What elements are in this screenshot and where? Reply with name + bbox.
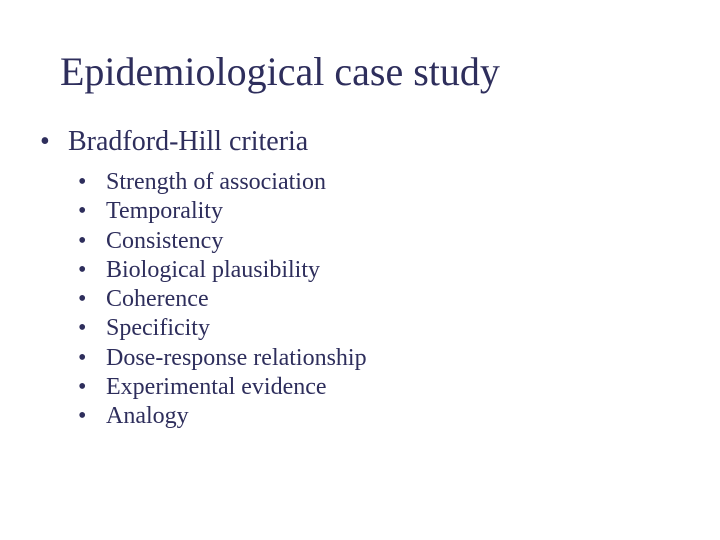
list-item-text: Analogy	[106, 403, 189, 429]
level2-list: •Strength of association •Temporality •C…	[78, 168, 367, 431]
list-item: •Specificity	[78, 314, 367, 343]
slide: Epidemiological case study •Bradford-Hil…	[0, 0, 720, 540]
list-item: •Consistency	[78, 227, 367, 256]
bullet-icon: •	[78, 402, 106, 431]
list-item: •Biological plausibility	[78, 256, 367, 285]
bullet-icon: •	[78, 256, 106, 285]
slide-title: Epidemiological case study	[60, 48, 500, 95]
bullet-icon: •	[78, 285, 106, 314]
list-item-text: Temporality	[106, 198, 223, 224]
bullet-icon: •	[40, 126, 68, 158]
level1-text: Bradford-Hill criteria	[68, 126, 308, 157]
bullet-icon: •	[78, 227, 106, 256]
list-item-text: Dose-response relationship	[106, 345, 367, 371]
bullet-icon: •	[78, 314, 106, 343]
bullet-icon: •	[78, 344, 106, 373]
bullet-icon: •	[78, 197, 106, 226]
list-item-text: Strength of association	[106, 169, 326, 195]
level1-item: •Bradford-Hill criteria	[40, 126, 308, 158]
list-item: •Dose-response relationship	[78, 344, 367, 373]
list-item-text: Consistency	[106, 228, 223, 254]
bullet-icon: •	[78, 373, 106, 402]
list-item: •Temporality	[78, 197, 367, 226]
list-item-text: Biological plausibility	[106, 257, 320, 283]
list-item-text: Coherence	[106, 286, 209, 312]
bullet-icon: •	[78, 168, 106, 197]
list-item-text: Specificity	[106, 315, 210, 341]
list-item: •Coherence	[78, 285, 367, 314]
list-item: •Analogy	[78, 402, 367, 431]
list-item: •Experimental evidence	[78, 373, 367, 402]
list-item: •Strength of association	[78, 168, 367, 197]
list-item-text: Experimental evidence	[106, 374, 327, 400]
